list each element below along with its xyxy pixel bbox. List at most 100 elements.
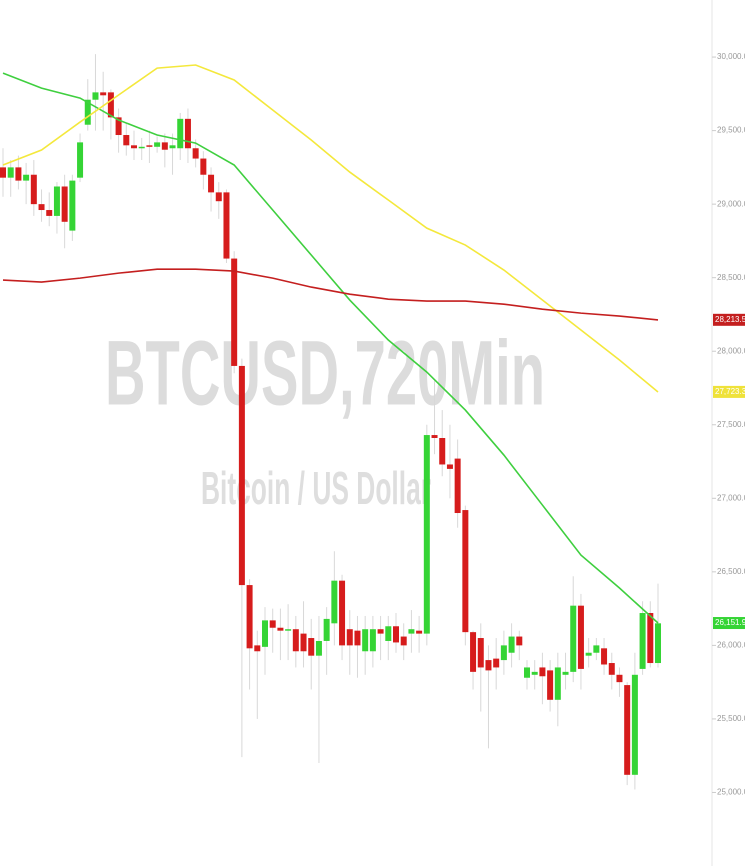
candle-body	[601, 648, 608, 665]
candle-body	[123, 135, 130, 146]
candle-body	[346, 629, 353, 646]
candle-body	[377, 629, 384, 634]
candle-body	[30, 174, 37, 205]
candle-body	[115, 117, 122, 136]
candle-body	[131, 145, 137, 149]
candle-body	[477, 638, 484, 668]
candle-body	[608, 663, 615, 675]
candle-body	[269, 620, 276, 628]
candle-body	[631, 674, 638, 775]
candle-body	[7, 167, 14, 178]
y-tick-label: 27,500.00	[717, 420, 745, 429]
candle-body	[393, 626, 399, 643]
candle-body	[385, 626, 392, 641]
candle-body	[470, 632, 477, 672]
candle-body	[84, 99, 91, 125]
candle-body	[485, 660, 492, 671]
price-badge-label: 26,151.99	[715, 618, 745, 627]
candle-body	[577, 605, 584, 669]
candle-body	[246, 585, 253, 649]
candle-body	[215, 192, 222, 202]
candle-body	[331, 580, 338, 624]
candle-body	[53, 186, 60, 216]
candle-body	[524, 667, 530, 678]
candle-body	[46, 210, 53, 216]
candle-body	[223, 192, 230, 259]
y-tick-label: 28,500.00	[717, 273, 745, 282]
candle-body	[539, 667, 546, 677]
candle-body	[184, 118, 191, 149]
candle-body	[300, 633, 307, 652]
candle-body	[493, 658, 500, 668]
candle-body	[431, 435, 438, 439]
candle-body	[323, 618, 330, 641]
y-tick-label: 26,500.00	[717, 567, 745, 576]
candle-body	[77, 142, 84, 178]
candle-body	[354, 630, 361, 646]
candle-body	[462, 510, 469, 633]
candle-body	[416, 630, 423, 634]
candle-body	[169, 145, 176, 149]
candle-body	[570, 605, 577, 672]
candle-body	[231, 258, 238, 366]
candle-body	[208, 174, 215, 193]
price-badge-label: 27,723.38	[715, 387, 745, 396]
candle-body	[593, 645, 600, 653]
candle-body	[647, 613, 654, 664]
price-badge-label: 28,213.54	[715, 315, 745, 324]
price-badge	[713, 385, 745, 398]
moving-average-line	[2, 64, 659, 393]
candle-body	[446, 464, 453, 469]
candle-body	[516, 636, 523, 646]
moving-average-line	[2, 72, 659, 624]
y-tick-label: 27,000.00	[717, 493, 745, 502]
candle-body	[277, 627, 284, 631]
candle-body	[107, 92, 114, 118]
candle-body	[547, 670, 554, 700]
y-tick-label: 30,000.00	[717, 52, 745, 61]
candle-body	[254, 645, 261, 652]
candle-body	[400, 636, 407, 646]
candle-body	[61, 186, 68, 222]
candle-body	[439, 438, 446, 465]
candle-body	[408, 629, 415, 634]
candle-body	[616, 674, 623, 683]
candle-body	[92, 92, 99, 100]
candle-body	[454, 458, 461, 514]
candle-body	[23, 174, 30, 181]
candle-body	[362, 629, 369, 652]
y-tick-label: 25,500.00	[717, 714, 745, 723]
watermark-title: BTCUSD,720Min	[105, 322, 545, 424]
candle-body	[500, 645, 507, 661]
candle-body	[262, 620, 268, 647]
y-tick-label: 26,000.00	[717, 640, 745, 649]
candle-body	[508, 636, 515, 653]
candle-body	[339, 580, 346, 646]
candle-body	[655, 623, 661, 664]
y-tick-label: 25,000.00	[717, 788, 745, 797]
price-badge	[713, 617, 745, 630]
candle-body	[200, 158, 207, 175]
candle-body	[562, 671, 569, 675]
moving-average-line	[2, 268, 659, 321]
candle-body	[639, 613, 646, 669]
candle-body	[177, 118, 184, 149]
candle-body	[38, 204, 45, 211]
candle-body	[146, 145, 153, 147]
candle-body	[308, 638, 315, 656]
candle-body	[315, 640, 322, 656]
y-tick-label: 29,000.00	[717, 199, 745, 208]
price-badge	[713, 313, 745, 326]
candle-body	[585, 652, 592, 656]
y-tick-label: 28,000.00	[717, 346, 745, 355]
candle-body	[69, 180, 76, 231]
candle-body	[423, 435, 430, 634]
y-tick-label: 29,500.00	[717, 126, 745, 135]
candle-body	[285, 629, 292, 631]
candle-body	[0, 167, 6, 178]
candle-body	[624, 685, 631, 775]
candle-body	[161, 142, 168, 150]
candle-body	[238, 365, 245, 586]
candle-body	[531, 671, 538, 675]
